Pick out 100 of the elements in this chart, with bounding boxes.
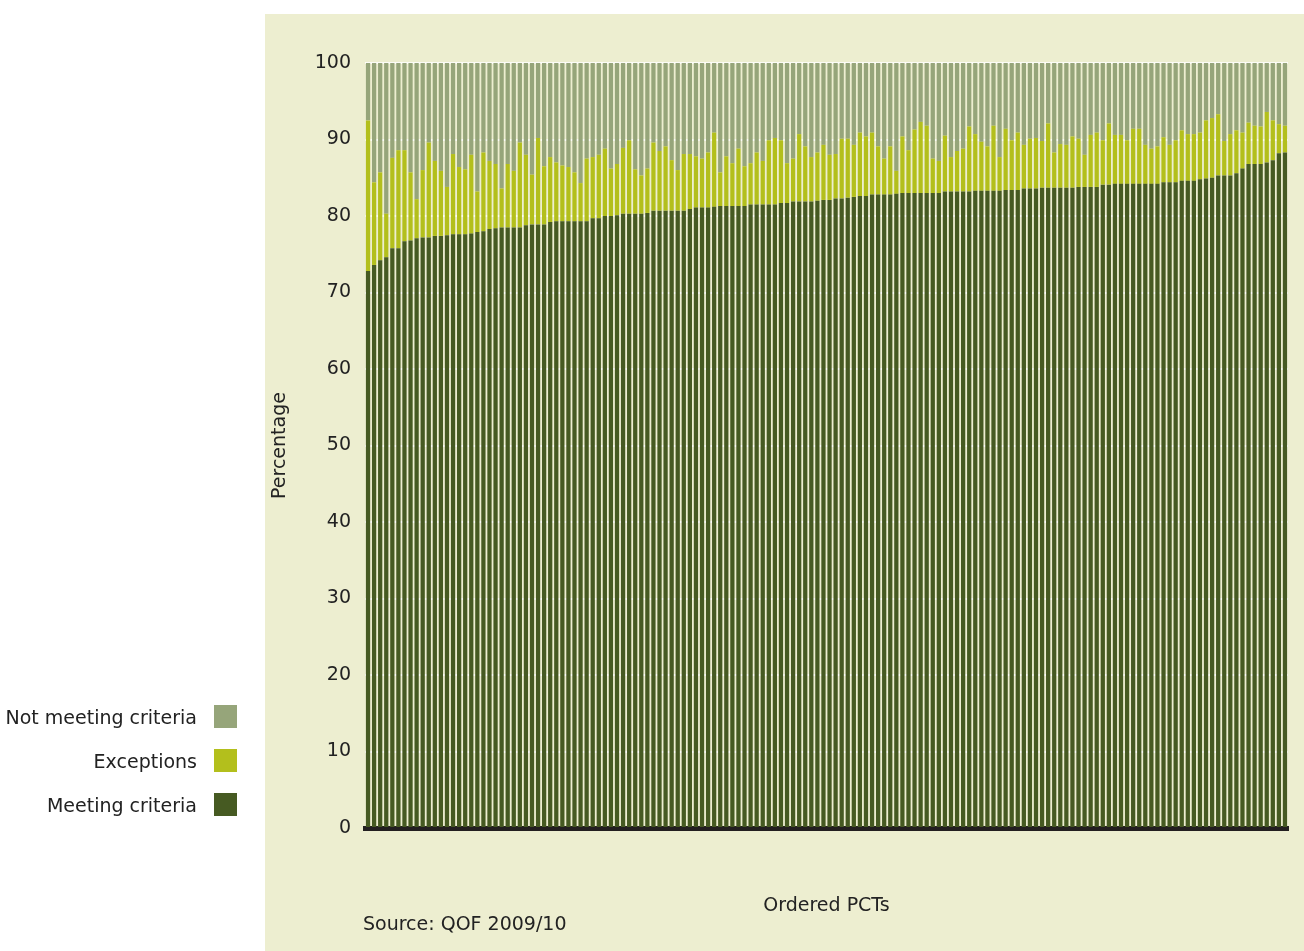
bar	[511, 63, 516, 171]
bar	[967, 63, 972, 127]
bar	[608, 168, 614, 216]
bar	[1052, 63, 1057, 153]
bar	[450, 154, 456, 235]
bar	[845, 63, 850, 139]
bar	[384, 63, 389, 214]
bar	[797, 201, 802, 827]
bar	[457, 234, 462, 827]
bar	[681, 63, 686, 155]
bar	[620, 63, 626, 148]
bar	[1131, 128, 1136, 184]
bar	[790, 63, 796, 159]
bar	[420, 170, 425, 238]
bar	[633, 169, 638, 214]
bar	[930, 158, 935, 194]
bar	[511, 227, 516, 827]
bar	[705, 207, 711, 827]
bar	[1258, 126, 1263, 164]
bar	[426, 142, 431, 238]
bar	[1173, 182, 1178, 827]
bar	[1197, 132, 1203, 180]
bar	[1179, 180, 1184, 827]
bar	[942, 135, 948, 192]
bar	[1033, 137, 1039, 189]
bar	[469, 154, 474, 234]
bar	[1282, 125, 1288, 153]
bar	[1009, 189, 1014, 827]
bar	[1058, 187, 1063, 827]
bar	[633, 63, 638, 170]
bar	[1033, 188, 1039, 827]
bar	[851, 144, 856, 197]
bar	[548, 63, 553, 158]
bar	[1015, 132, 1020, 190]
bar	[371, 264, 377, 827]
bar	[1124, 63, 1130, 141]
bar	[924, 193, 929, 827]
bar	[1216, 175, 1221, 827]
bar	[1046, 63, 1051, 124]
bar	[681, 154, 686, 211]
bar	[1185, 63, 1190, 135]
bar	[463, 63, 468, 170]
bar	[687, 63, 692, 155]
bar	[863, 196, 869, 827]
bar	[1209, 118, 1215, 178]
bar	[772, 137, 778, 205]
bar	[1009, 140, 1014, 190]
bar	[602, 148, 607, 216]
bar	[1149, 183, 1154, 827]
bar	[475, 63, 480, 192]
y-tick-label: 0	[338, 814, 351, 837]
bar	[803, 146, 808, 202]
bar	[548, 222, 553, 827]
bar	[614, 215, 620, 827]
bar	[888, 194, 893, 827]
bar	[693, 156, 699, 208]
bar	[633, 213, 638, 827]
bar	[1027, 63, 1033, 139]
bar	[712, 206, 717, 827]
bar	[888, 146, 893, 195]
bar	[718, 206, 723, 827]
bar	[1088, 134, 1093, 187]
bar	[1216, 114, 1221, 176]
bar	[1058, 144, 1063, 188]
bar	[1191, 180, 1196, 827]
bar	[590, 218, 595, 827]
bar	[1003, 189, 1008, 827]
bar	[784, 163, 790, 203]
bar	[620, 213, 626, 827]
bar	[1015, 189, 1020, 827]
bar	[1209, 63, 1215, 119]
bar	[724, 156, 729, 207]
bar	[724, 63, 729, 157]
bar	[1058, 63, 1063, 145]
bar	[1112, 183, 1118, 827]
bar	[384, 213, 389, 258]
bar	[797, 63, 802, 135]
bar	[517, 227, 522, 827]
bar	[523, 63, 529, 155]
bar	[930, 63, 935, 159]
bar	[1131, 183, 1136, 827]
bar	[712, 132, 717, 207]
bar	[554, 221, 559, 827]
bar	[1124, 140, 1130, 184]
bar	[1203, 178, 1209, 827]
bar	[699, 63, 705, 159]
bar	[1264, 111, 1269, 163]
bar	[1027, 188, 1033, 827]
bar	[778, 203, 784, 827]
bar	[1003, 128, 1008, 190]
bar	[1064, 63, 1069, 145]
bar	[797, 134, 802, 202]
bar	[1173, 140, 1178, 183]
bar	[790, 158, 796, 202]
bar	[505, 227, 510, 827]
bar	[1009, 63, 1014, 141]
bar	[1143, 144, 1148, 184]
bar	[554, 63, 559, 163]
bar	[1149, 63, 1154, 149]
bar	[1052, 152, 1057, 188]
